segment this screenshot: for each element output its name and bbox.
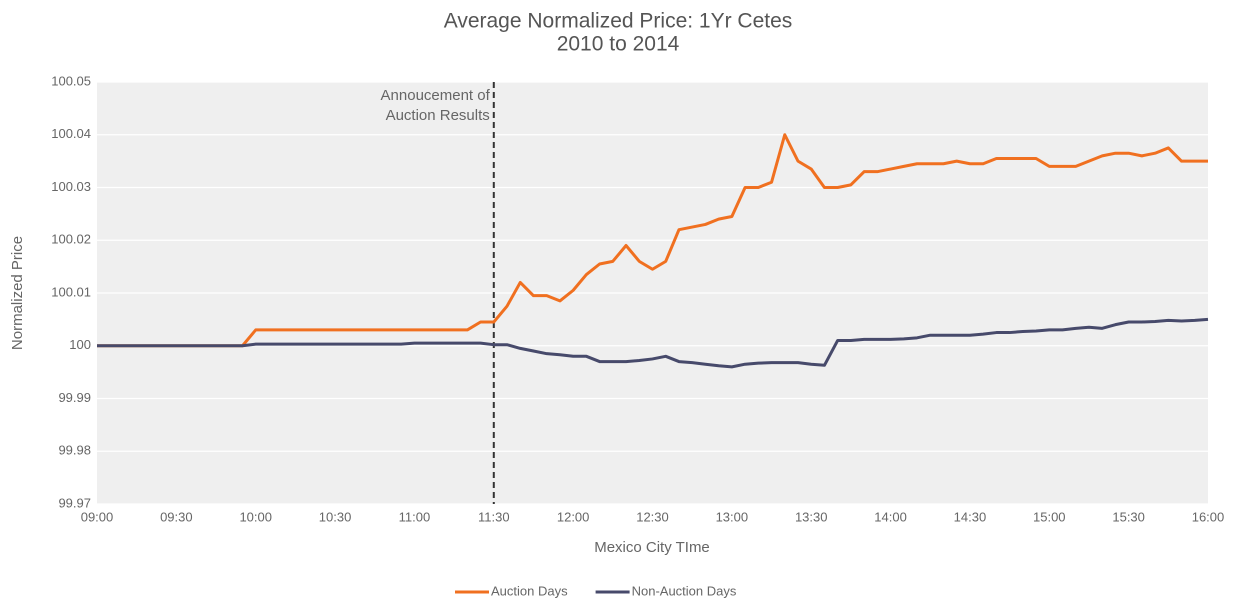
- series-line: [97, 317, 1209, 369]
- x-axis-label: Mexico City TIme: [594, 539, 710, 556]
- y-tick-label: 100.03: [51, 179, 91, 194]
- x-tick-label: 12:30: [636, 509, 669, 524]
- x-tick-label: 11:00: [399, 509, 431, 524]
- y-tick-label: 100.05: [51, 73, 91, 88]
- y-tick-label: 100.01: [51, 284, 91, 299]
- annotation-text: Auction Results: [386, 107, 490, 124]
- x-tick-label: 13:30: [795, 509, 828, 524]
- x-tick-label: 13:00: [716, 509, 749, 524]
- y-tick-label: 100: [69, 337, 91, 352]
- legend-label: Auction Days: [491, 583, 568, 598]
- y-tick-label: 99.98: [58, 443, 91, 458]
- chart-subtitle: 2010 to 2014: [557, 33, 680, 56]
- x-tick-label: 14:00: [874, 509, 907, 524]
- x-tick-label: 11:30: [478, 509, 510, 524]
- x-tick-label: 15:30: [1112, 509, 1145, 524]
- x-tick-label: 09:30: [160, 509, 193, 524]
- y-axis-label: Normalized Price: [9, 236, 26, 350]
- x-tick-label: 10:30: [319, 509, 352, 524]
- chart-title: Average Normalized Price: 1Yr Cetes: [444, 10, 793, 33]
- annotation-text: Annoucement of: [381, 87, 491, 104]
- y-tick-label: 99.99: [58, 390, 91, 405]
- x-tick-label: 10:00: [239, 509, 272, 524]
- legend-label: Non-Auction Days: [632, 583, 737, 598]
- y-tick-label: 99.97: [58, 495, 91, 510]
- x-tick-label: 09:00: [81, 509, 114, 524]
- y-tick-label: 100.02: [51, 232, 91, 247]
- x-tick-label: 16:00: [1192, 509, 1225, 524]
- y-tick-label: 100.04: [51, 126, 91, 141]
- x-tick-label: 15:00: [1033, 509, 1066, 524]
- x-tick-label: 14:30: [954, 509, 987, 524]
- series-line: [97, 133, 1208, 348]
- x-tick-label: 12:00: [557, 509, 590, 524]
